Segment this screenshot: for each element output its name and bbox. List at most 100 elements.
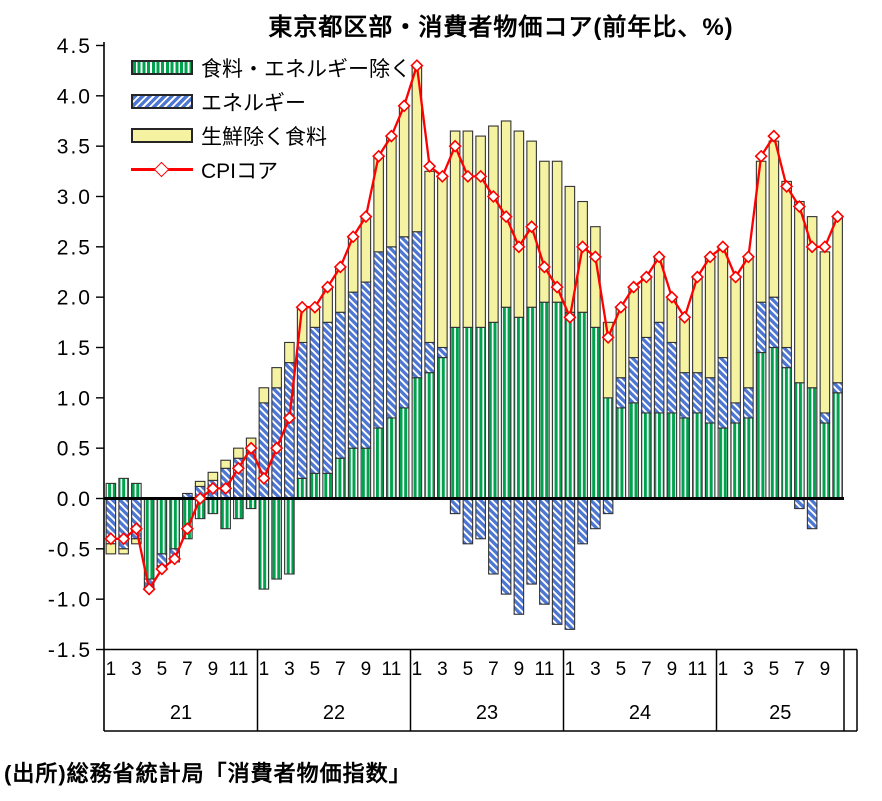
cpi-marker-diamond [384,129,398,143]
month-label: 7 [641,659,652,680]
cpi-marker-diamond [601,330,615,344]
cpi-marker-diamond [219,481,233,495]
bar-segment [794,200,805,384]
bar-segment [743,256,754,389]
bar-segment [258,497,270,590]
cpi-marker-diamond [614,300,628,314]
bar-segment [360,216,372,283]
y-axis-label: -1.5 [48,639,92,662]
bar-segment [118,477,129,500]
y-axis-label: 1.0 [57,387,92,410]
y-axis-label: 3.0 [57,186,92,209]
legend-swatch-green-stripes [131,60,193,75]
month-label: 5 [463,659,474,680]
bar-segment [245,497,257,510]
cpi-marker-diamond [652,250,666,264]
bar-segment [424,372,435,500]
bar-segment [615,377,627,409]
cpi-marker-diamond [512,240,526,254]
cpi-marker-diamond [754,149,768,163]
bar-segment [207,497,219,515]
month-label: 5 [769,659,780,680]
bar-segment [730,402,741,424]
month-label: 9 [361,659,372,680]
bar-segment [131,482,142,500]
bar-segment [411,231,423,379]
cpi-marker-diamond [142,582,156,596]
cpi-marker-diamond [193,491,207,506]
bar-segment [743,387,754,419]
cpi-marker-diamond [627,280,641,294]
bar-segment [602,321,614,399]
y-axis-label: -0.5 [48,538,92,561]
month-label: 3 [284,659,295,680]
legend-item-3: 生鮮除く食料 [131,126,411,149]
bar-segment [105,543,117,555]
month-label: 11 [535,659,555,680]
bar-segment [539,160,550,303]
legend-swatch-line-marker [131,161,193,178]
bar-segment [309,472,321,500]
year-label: 23 [476,702,498,724]
cpi-marker-diamond [359,210,373,224]
bar-segment [704,256,716,379]
bar-segment [296,341,308,479]
bar-segment [577,497,588,545]
y-axis-label: 0.0 [57,488,92,511]
cpi-marker-diamond [665,290,679,304]
month-label: 9 [208,659,219,680]
cpi-marker-diamond [461,169,475,183]
bar-segment [539,301,550,500]
bar-segment [424,341,435,374]
y-axis-label: 1.5 [57,337,92,360]
cpi-marker-diamond [525,220,539,234]
y-axis-label: 2.0 [57,287,92,310]
chart-legend: 食料・エネルギー除く エネルギー 生鮮除く食料 CPIコア [131,58,411,196]
month-label: 7 [488,659,499,680]
cpi-marker-diamond [537,260,551,274]
bar-segment [551,160,563,303]
legend-item-1: 食料・エネルギー除く [131,58,411,81]
bar-segment [220,459,231,469]
bar-segment [398,236,410,409]
bar-segment [475,135,486,328]
bar-segment [781,180,792,349]
bar-segment [360,447,372,500]
bar-segment [449,326,461,500]
cpi-marker-diamond [423,159,437,173]
bar-segment [768,346,780,500]
bar-segment [806,497,818,530]
year-label: 25 [769,702,791,724]
cpi-marker-diamond [818,240,832,254]
bar-segment [768,140,780,298]
bar-segment [615,407,627,500]
month-label: 1 [565,659,576,680]
month-label: 3 [131,659,142,680]
bar-segment [602,497,614,515]
month-label: 5 [310,659,321,680]
bar-segment [679,316,690,374]
cpi-marker-diamond [346,230,360,244]
bar-segment [233,497,244,520]
month-label: 9 [514,659,525,680]
month-label: 9 [820,659,831,680]
bar-segment [577,311,588,500]
bar-segment [781,346,792,369]
bar-segment [551,301,563,500]
bar-segment [564,497,576,630]
y-axis-label: 0.5 [57,438,92,461]
legend-diamond-icon [153,161,170,177]
bar-segment [220,497,231,530]
bar-segment [322,472,333,500]
cpi-marker-diamond [435,169,449,183]
bar-segment [666,412,678,500]
bar-segment [271,497,282,580]
legend-swatch-blue-stripes [131,94,193,109]
bar-segment [449,497,461,515]
cpi-marker-diamond [690,270,704,284]
bar-segment [513,130,525,318]
month-label: 1 [412,659,423,680]
bar-segment [437,346,448,359]
bar-segment [488,125,499,323]
cpi-marker-diamond [129,522,143,536]
